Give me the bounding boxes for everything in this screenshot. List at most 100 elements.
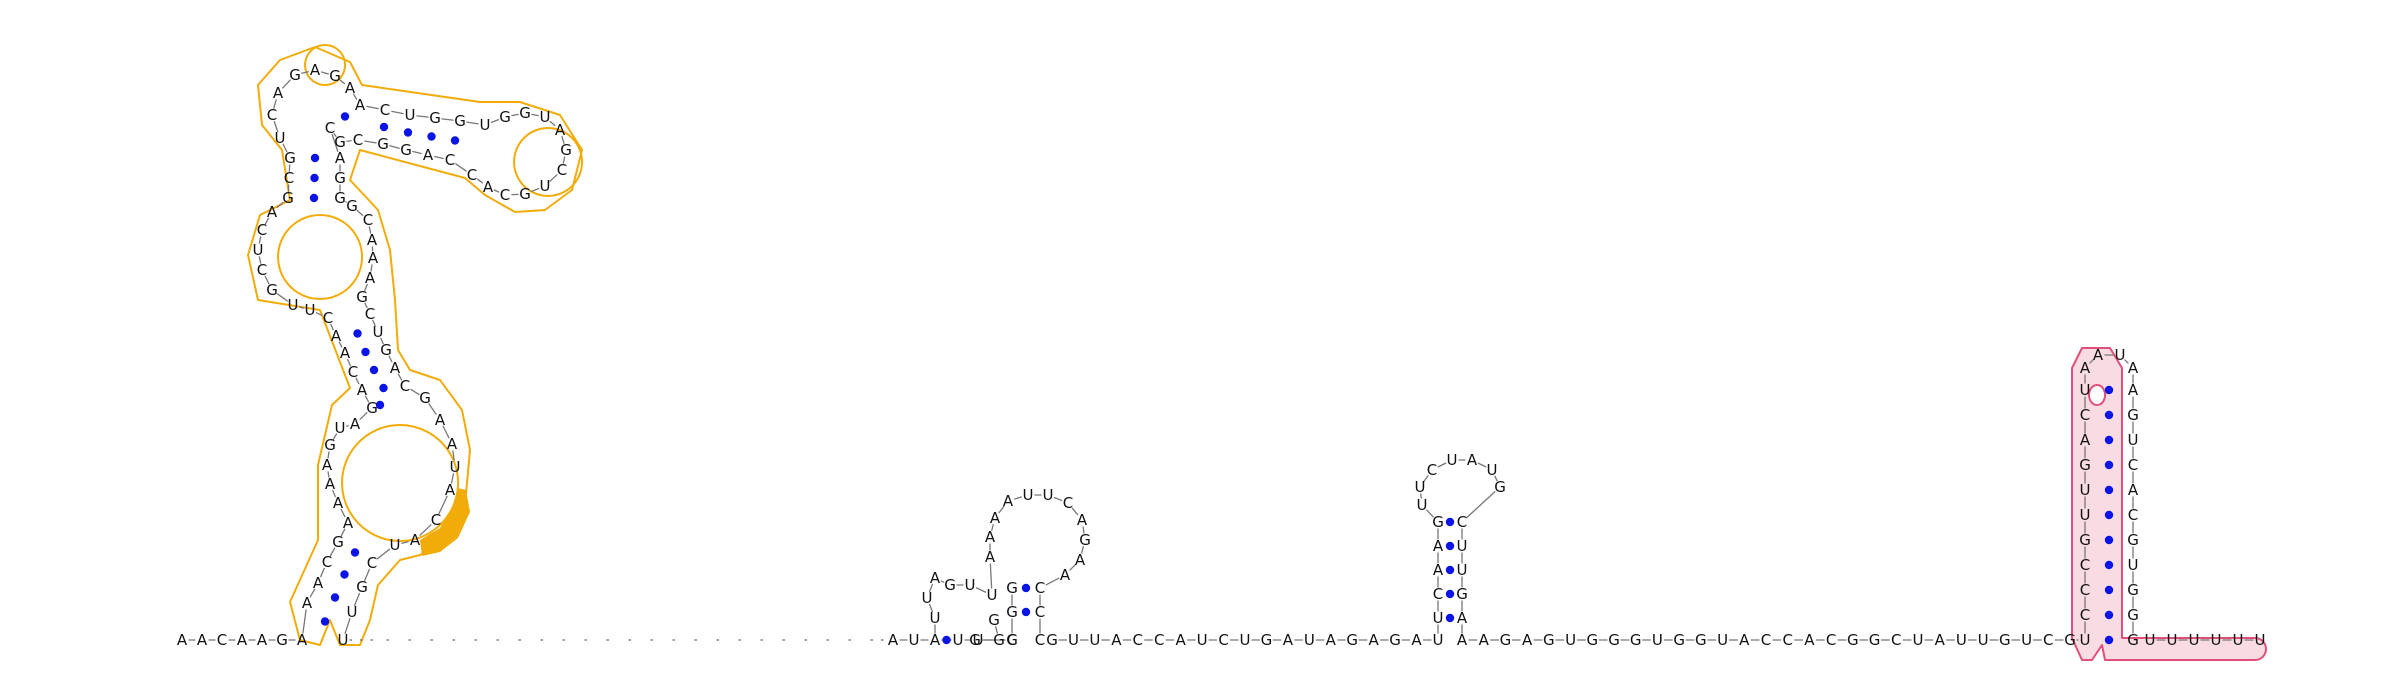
base-pair-dot bbox=[310, 153, 320, 163]
base-96: U bbox=[922, 589, 933, 607]
backbone-link bbox=[1081, 546, 1084, 554]
base-207: C bbox=[2128, 456, 2138, 474]
backbone-link bbox=[273, 120, 279, 133]
base-151: U bbox=[1447, 451, 1458, 469]
backbone-link bbox=[466, 121, 479, 125]
base-216: U bbox=[2167, 631, 2178, 649]
base-62: G bbox=[377, 135, 389, 153]
backbone-link bbox=[391, 110, 404, 115]
backbone-link bbox=[282, 79, 291, 89]
base-182: A bbox=[1935, 631, 1946, 649]
base-200: A bbox=[2080, 359, 2091, 377]
backbone-link bbox=[442, 425, 450, 439]
base-208: A bbox=[2128, 481, 2139, 499]
backbone-link bbox=[368, 226, 372, 234]
base-94: A bbox=[930, 631, 941, 649]
backbone-link bbox=[940, 580, 945, 583]
backbone-link bbox=[347, 358, 351, 367]
backbone-link bbox=[1014, 496, 1022, 500]
base-20: A bbox=[357, 381, 368, 399]
base-6: G bbox=[276, 631, 288, 649]
base-34: G bbox=[284, 149, 296, 167]
base-13: A bbox=[333, 494, 344, 512]
backbone-link bbox=[428, 403, 437, 415]
base-45: G bbox=[429, 109, 441, 127]
base-76: U bbox=[373, 323, 384, 341]
base-16: G bbox=[324, 436, 336, 454]
base-127: A bbox=[1111, 631, 1122, 649]
base-44: U bbox=[405, 106, 416, 124]
base-36: C bbox=[267, 106, 277, 124]
base-114: A bbox=[1060, 566, 1071, 584]
backbone-link bbox=[315, 312, 323, 316]
base-26: U bbox=[288, 296, 299, 314]
base-171: G bbox=[1695, 631, 1707, 649]
base-179: G bbox=[1869, 631, 1881, 649]
backbone-link bbox=[493, 189, 500, 193]
base-21: C bbox=[348, 363, 358, 381]
base-220: U bbox=[2255, 631, 2266, 649]
backbone-link bbox=[490, 118, 500, 124]
base-32: G bbox=[282, 189, 294, 207]
backbone-link bbox=[452, 450, 455, 461]
base-140: G bbox=[1389, 631, 1401, 649]
backbone-link bbox=[364, 140, 377, 144]
base-57: A bbox=[483, 178, 494, 196]
base-110: C bbox=[1063, 494, 1073, 512]
backbone-link bbox=[531, 113, 539, 117]
backbone-link bbox=[364, 395, 370, 403]
base-35: U bbox=[275, 129, 286, 147]
base-159: A bbox=[1457, 609, 1468, 627]
base-101: G bbox=[988, 611, 1000, 629]
base-124: G bbox=[1046, 631, 1058, 649]
backbone-link bbox=[1437, 462, 1447, 468]
backbone-link bbox=[1426, 509, 1434, 518]
base-pair-dot bbox=[320, 617, 330, 626]
base-111: A bbox=[1077, 511, 1088, 529]
base-186: U bbox=[2021, 631, 2032, 649]
base-121: U bbox=[953, 631, 964, 649]
base-33: C bbox=[284, 169, 294, 187]
base-24: C bbox=[323, 309, 333, 327]
backbone-link bbox=[380, 337, 384, 345]
base-169: U bbox=[1652, 631, 1663, 649]
base-122: U bbox=[973, 631, 984, 649]
backbone-link bbox=[282, 143, 288, 153]
backbone-link bbox=[397, 373, 403, 381]
backbone-link bbox=[995, 626, 998, 634]
backbone-link bbox=[258, 236, 262, 244]
base-118: G bbox=[1006, 579, 1018, 597]
base-131: U bbox=[1197, 631, 1208, 649]
base-117: C bbox=[1035, 631, 1045, 649]
base-166: G bbox=[1586, 631, 1598, 649]
base-203: A bbox=[2128, 359, 2139, 377]
base-181: U bbox=[1913, 631, 1924, 649]
base-99: U bbox=[965, 576, 976, 594]
base-129: C bbox=[1154, 631, 1164, 649]
base-116: C bbox=[1035, 603, 1045, 621]
backbone-link bbox=[332, 433, 338, 440]
backbone-link bbox=[1071, 507, 1079, 516]
base-138: G bbox=[1346, 631, 1358, 649]
backbone-link bbox=[327, 471, 330, 478]
base-pair-dot bbox=[2104, 460, 2114, 470]
backbone-link bbox=[1069, 564, 1076, 571]
base-189: U bbox=[2080, 631, 2091, 649]
base-102: G bbox=[993, 631, 1005, 649]
base-pair-dot bbox=[309, 193, 319, 203]
base-167: G bbox=[1608, 631, 1620, 649]
base-25: U bbox=[305, 301, 316, 319]
base-88: C bbox=[367, 554, 377, 572]
backbone-link bbox=[340, 528, 346, 537]
base-18: A bbox=[350, 415, 361, 433]
base-pair-dot bbox=[361, 347, 370, 357]
backbone-link bbox=[419, 524, 432, 536]
backbone-link bbox=[352, 93, 358, 100]
base-195: U bbox=[2080, 481, 2091, 499]
base-3: C bbox=[217, 631, 227, 649]
base-130: A bbox=[1176, 631, 1187, 649]
base-158: G bbox=[1456, 585, 1468, 603]
backbone-link bbox=[991, 524, 994, 531]
base-183: U bbox=[1956, 631, 1967, 649]
backbone-link bbox=[364, 283, 368, 292]
